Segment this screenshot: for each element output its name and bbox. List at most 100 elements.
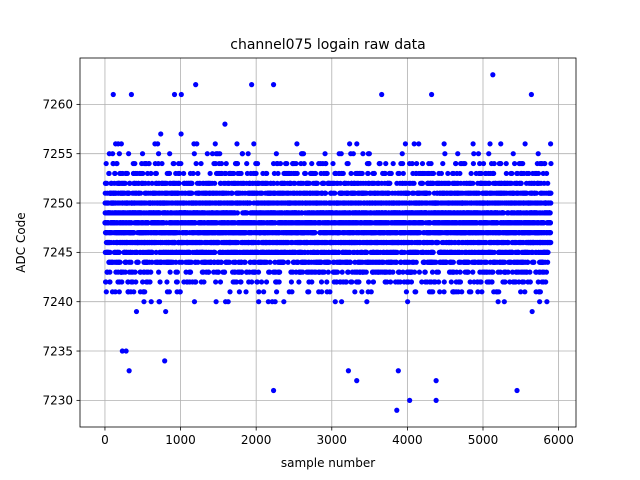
data-point — [178, 131, 184, 137]
data-point — [255, 269, 262, 275]
data-point — [273, 289, 280, 295]
data-point — [176, 180, 182, 186]
data-point — [325, 269, 331, 275]
data-point — [138, 190, 144, 196]
data-point — [322, 151, 328, 157]
data-point — [212, 141, 218, 147]
data-point — [190, 170, 196, 177]
data-point — [293, 160, 299, 167]
data-point — [405, 299, 411, 305]
data-point — [284, 160, 290, 167]
data-point — [148, 170, 154, 177]
data-point — [159, 160, 165, 167]
data-point — [122, 269, 128, 275]
data-point — [227, 289, 233, 295]
data-point — [153, 170, 159, 177]
data-point — [116, 289, 122, 295]
data-point — [157, 279, 163, 285]
data-point — [212, 160, 219, 167]
data-point — [124, 170, 131, 177]
data-point — [258, 279, 265, 285]
data-point — [324, 279, 330, 285]
data-point — [217, 151, 223, 157]
data-point — [109, 151, 116, 157]
data-point — [354, 141, 360, 147]
data-point — [411, 180, 417, 186]
data-point — [324, 170, 330, 177]
data-point — [277, 269, 283, 275]
data-point — [254, 160, 261, 167]
data-point — [249, 279, 255, 285]
data-point — [302, 170, 308, 177]
data-point — [131, 289, 137, 295]
data-point — [148, 269, 154, 275]
data-point — [222, 121, 228, 127]
data-point — [436, 279, 442, 285]
data-point — [457, 279, 464, 285]
data-point — [261, 289, 267, 295]
data-point — [139, 151, 146, 157]
data-point — [188, 259, 194, 265]
data-point — [106, 170, 112, 177]
data-point — [468, 289, 474, 295]
data-point — [471, 151, 477, 157]
data-point — [158, 131, 164, 137]
data-point — [272, 299, 278, 305]
data-point — [236, 289, 242, 295]
data-point — [377, 160, 383, 167]
data-point — [201, 279, 207, 285]
data-point — [149, 249, 155, 255]
data-point — [174, 279, 180, 285]
data-point — [218, 160, 225, 167]
data-point — [442, 151, 448, 157]
data-point — [112, 289, 118, 295]
data-point — [430, 170, 437, 177]
data-point — [319, 289, 325, 295]
data-point — [112, 170, 118, 177]
data-point — [470, 141, 476, 147]
data-point — [441, 279, 447, 285]
data-point — [212, 180, 218, 186]
data-point — [117, 259, 123, 265]
data-point — [360, 151, 366, 157]
data-point — [441, 141, 447, 147]
data-point — [370, 279, 377, 285]
data-point — [127, 180, 133, 186]
data-point — [332, 190, 338, 196]
data-point — [195, 259, 201, 265]
data-point — [448, 279, 454, 285]
data-point — [462, 160, 468, 167]
data-point — [277, 160, 284, 167]
data-point — [435, 269, 441, 275]
data-point — [126, 151, 132, 157]
data-point — [133, 308, 140, 315]
data-point — [107, 249, 113, 255]
data-point — [267, 259, 273, 265]
data-point — [167, 151, 173, 157]
data-point — [193, 279, 199, 285]
data-point — [238, 279, 244, 285]
data-point — [338, 151, 344, 157]
data-point — [332, 299, 338, 305]
data-point — [103, 289, 109, 295]
data-point — [301, 160, 307, 167]
data-point — [213, 279, 219, 285]
data-point — [457, 170, 463, 177]
data-point — [176, 170, 183, 177]
data-point — [234, 141, 240, 147]
data-point — [156, 269, 162, 275]
data-point — [363, 269, 369, 275]
data-point — [383, 160, 389, 167]
data-point — [234, 160, 241, 167]
data-point — [366, 151, 372, 157]
data-point — [103, 279, 109, 285]
data-point — [206, 269, 212, 275]
data-point — [181, 170, 187, 177]
data-point — [204, 151, 210, 157]
data-point — [312, 170, 319, 177]
data-point — [191, 151, 197, 157]
data-point — [478, 279, 484, 285]
data-point — [441, 289, 447, 295]
